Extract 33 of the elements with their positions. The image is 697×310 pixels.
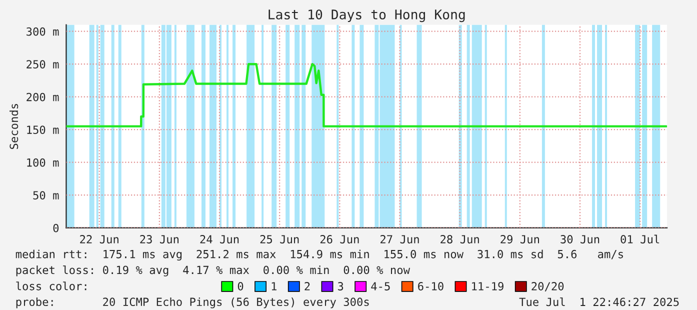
x-tick-label: 22 Jun: [80, 235, 118, 244]
y-tick-label: 0: [53, 224, 59, 232]
x-tick-label: 01 Jul: [620, 234, 660, 244]
text: median rtt: 175.1 ms avg 251.2 ms max 154.9 ms min 155.0 ms now 31.0 ms sd 5.6 am/s: [16, 250, 623, 261]
line-series: [66, 62, 668, 128]
legend-label: 1: [272, 282, 276, 290]
legend-label: 3: [338, 282, 344, 290]
x-tick-label: 29 Jun: [500, 235, 539, 244]
legend-label: 2: [304, 282, 310, 290]
text: packet loss: 0.19 % avg 4.17 % max 0.00 % min 0.00 % now: [16, 265, 410, 276]
x-tick-label: 24 Jun: [200, 235, 239, 244]
y-tick-label: 50 m: [33, 191, 59, 200]
legend-label: 6-10: [418, 282, 444, 290]
legend-title: loss color:: [16, 282, 86, 290]
x-tick-label: 25 Jun: [260, 235, 299, 244]
legend-label: 20/20: [532, 282, 564, 292]
y-tick-label: 150 m: [27, 126, 59, 134]
text: probe: 20 ICMP Echo Pings (56 Bytes) every 300s: [16, 297, 369, 308]
y-tick-label: 200 m: [26, 92, 59, 102]
x-tick-label: 27 Jun: [380, 235, 419, 244]
x-tick-label: 30 Jun: [560, 235, 600, 244]
y-axis-title: Seconds: [10, 104, 18, 149]
y-tick-label: 300 m: [26, 27, 59, 36]
x-tick-label: 26 Jun: [320, 235, 359, 244]
chart-title: Last 10 Days to Hong Kong: [268, 9, 465, 22]
y-tick-label: 100 m: [27, 158, 59, 167]
legend-label: 11-19: [472, 282, 504, 290]
x-tick-label: 28 Jun: [440, 235, 479, 244]
legend-label: 0: [238, 282, 244, 290]
text: Tue Jul 1 22:46:27 2025: [519, 297, 679, 306]
legend-label: 4-5: [371, 282, 390, 290]
y-tick-label: 250 m: [26, 60, 59, 69]
x-tick-label: 23 Jun: [140, 235, 179, 244]
